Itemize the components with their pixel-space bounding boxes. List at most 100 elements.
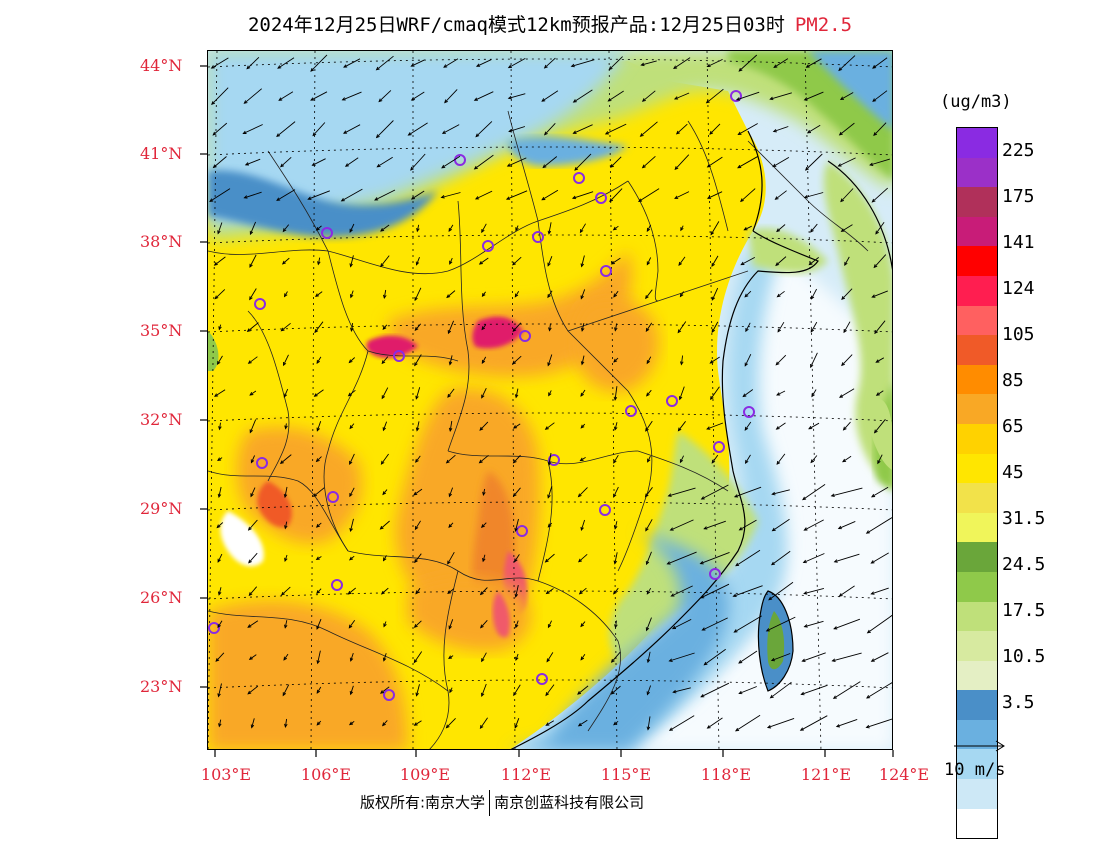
wind-arrow — [547, 486, 553, 499]
wind-arrow — [669, 519, 694, 531]
colorbar-swatch — [957, 216, 997, 247]
wind-arrow — [772, 157, 790, 168]
northern-mountains — [208, 170, 438, 238]
wind-arrow — [481, 356, 487, 365]
wind-arrow — [376, 156, 393, 168]
wind-arrow — [679, 291, 684, 298]
north-china-plain-pollution — [388, 251, 632, 377]
wind-arrow — [610, 685, 621, 695]
wind-arrow — [646, 716, 651, 731]
wind-arrow — [811, 389, 817, 398]
wind-arrow — [243, 191, 262, 199]
wind-arrow — [580, 621, 586, 628]
wind-arrow — [413, 488, 423, 496]
wind-arrow — [478, 454, 489, 464]
wind-arrow — [775, 256, 787, 267]
wind-arrow — [416, 224, 420, 233]
map-title: 2024年12月25日WRF/cmaq模式12km预报产品:12月25日03时 P… — [0, 10, 1100, 37]
wind-arrow — [211, 87, 229, 106]
copyright-right: 南京创蓝科技有限公司 — [494, 793, 645, 812]
legend-label-85: 85 — [1002, 370, 1024, 391]
wind-arrow — [244, 158, 261, 166]
wind-arrow — [842, 455, 852, 463]
northeast-blue — [808, 51, 892, 130]
wind-arrow — [706, 191, 723, 199]
wind-arrow — [710, 221, 720, 236]
wind-arrow — [310, 54, 328, 72]
wind-arrow — [215, 652, 225, 662]
title-text: 2024年12月25日WRF/cmaq模式12km预报产品:12月25日03时 — [247, 14, 785, 36]
wind-arrow — [613, 521, 618, 530]
wind-arrow — [445, 454, 456, 464]
wind-arrow — [481, 683, 487, 697]
wind-arrow — [314, 321, 324, 334]
wind-arrow — [547, 222, 552, 235]
lat-label-44: 44°N — [140, 56, 183, 75]
wind-arrow — [414, 287, 422, 302]
wind-arrow — [646, 685, 652, 696]
taiwan-mountains — [767, 611, 785, 670]
wind-arrow — [541, 90, 559, 102]
wind-arrow — [514, 518, 519, 533]
wind-arrow — [512, 423, 521, 429]
wind-arrow — [413, 620, 422, 628]
wind-arrow — [415, 257, 420, 266]
wind-arrow — [213, 256, 226, 266]
wind-arrow — [773, 58, 789, 68]
wind-arrow — [810, 321, 818, 333]
wind-arrow — [347, 587, 356, 595]
wind-arrow — [744, 421, 752, 431]
city-markers — [208, 90, 755, 701]
wind-arrow — [350, 323, 354, 332]
wind-arrow — [705, 88, 724, 104]
southwest-pollution — [208, 600, 408, 749]
wind-arrow — [447, 320, 455, 335]
wind-arrow — [481, 223, 487, 234]
copyright-footer: 版权所有:南京大学 南京创蓝科技有限公司 — [360, 790, 644, 816]
legend-label-24-5: 24.5 — [1002, 554, 1046, 575]
wind-arrow — [315, 556, 322, 561]
wind-arrow — [378, 90, 392, 103]
wind-arrow — [283, 486, 288, 499]
wind-arrow — [280, 586, 291, 596]
wind-arrow — [283, 620, 288, 629]
wind-arrow — [506, 157, 527, 167]
wind-arrow — [543, 57, 556, 69]
wind-arrow — [709, 123, 721, 135]
wind-arrow — [380, 255, 390, 268]
wind-arrow — [546, 652, 554, 663]
wind-arrow — [507, 93, 526, 100]
wind-arrow — [776, 224, 786, 233]
wind-arrow — [311, 158, 326, 166]
wind-arrow — [580, 519, 586, 531]
wind-arrow — [249, 288, 257, 301]
wind-arrow — [349, 652, 354, 662]
wind-arrow — [641, 90, 656, 102]
wind-arrow — [312, 122, 326, 137]
wind-arrow — [865, 517, 892, 534]
wind-arrow — [732, 585, 763, 598]
wind-arrow — [771, 518, 790, 532]
wind-arrow — [668, 715, 695, 731]
wind-arrow — [440, 192, 461, 199]
wind-arrow — [677, 421, 686, 432]
wind-arrow — [217, 222, 223, 235]
legend-label-141: 141 — [1002, 232, 1035, 253]
wind-arrow — [639, 121, 658, 137]
wind-arrow — [678, 256, 686, 266]
wind-arrow — [218, 422, 222, 431]
wind-arrow — [680, 225, 684, 232]
wind-arrow — [480, 522, 487, 529]
wind-arrow — [514, 291, 520, 298]
wind-arrow — [514, 620, 519, 629]
wind-arrow — [842, 421, 851, 431]
wind-arrow — [744, 354, 752, 367]
wind-arrow — [613, 587, 619, 595]
wind-arrow — [482, 554, 486, 563]
wind-arrow — [448, 487, 454, 498]
wind-arrow — [613, 386, 618, 401]
wind-arrow — [871, 290, 888, 298]
wind-arrow — [677, 321, 687, 334]
wind-arrow — [446, 290, 456, 299]
wind-arrow — [480, 620, 488, 629]
